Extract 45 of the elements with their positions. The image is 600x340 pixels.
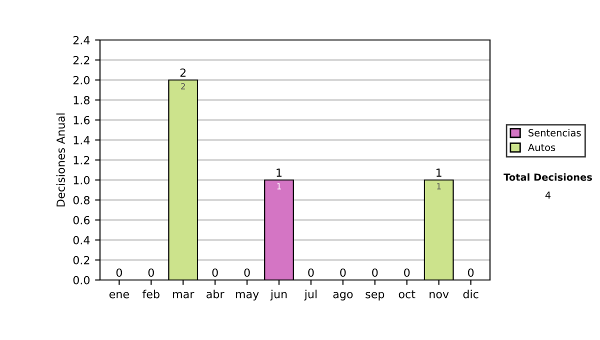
total-label: 0: [116, 268, 122, 277]
text: 4: [545, 192, 551, 199]
x-tick-label: ago: [333, 292, 353, 300]
y-tick-label: 2.0: [73, 76, 90, 84]
x-tick-label: feb: [142, 290, 160, 298]
y-tick-label: 0.6: [73, 216, 90, 224]
data-label: 2: [181, 83, 185, 90]
y-tick-label: 0.4: [73, 236, 90, 244]
y-tick-label: 1.2: [74, 156, 90, 164]
legend-label: Autos: [528, 144, 556, 152]
y-tick-label: 2.4: [73, 36, 90, 44]
x-tick-label: oct: [398, 290, 416, 298]
y-tick-label: 1.4: [74, 136, 90, 144]
total-label: 0: [404, 268, 410, 277]
x-tick-label: may: [236, 292, 259, 300]
legend-label: Sentencias: [528, 128, 581, 136]
y-tick-label: 1.6: [74, 116, 90, 124]
y-tick-label: 1.0: [74, 176, 90, 184]
x-tick-label: jul: [304, 290, 317, 300]
x-tick-label: sep: [366, 292, 384, 300]
total-label: 0: [212, 268, 218, 277]
total-label: 2: [180, 68, 186, 77]
x-tick-label: jun: [270, 290, 287, 300]
total-label: 1: [276, 168, 282, 177]
total-label: 0: [148, 268, 154, 277]
x-tick-label: nov: [430, 292, 449, 298]
x-tick-label: ene: [109, 292, 129, 298]
total-label: 0: [340, 268, 346, 277]
text: Total Decisiones: [504, 173, 592, 181]
x-tick-label: dic: [463, 290, 478, 298]
y-tick-label: 1.8: [74, 96, 90, 104]
y-tick-label: 0.8: [73, 196, 90, 204]
y-tick-label: 0.2: [73, 256, 90, 264]
x-tick-label: abr: [206, 290, 224, 298]
total-label: 1: [436, 168, 442, 177]
total-label: 0: [468, 268, 474, 277]
total-label: 0: [244, 268, 250, 277]
data-label: 1: [277, 183, 281, 190]
total-label: 0: [372, 268, 378, 277]
y-tick-label: 2.2: [73, 56, 90, 64]
total-label: 0: [308, 268, 314, 277]
y-axis-title: Decisiones Anual: [56, 114, 65, 206]
x-tick-label: mar: [173, 292, 194, 298]
y-tick-label: 0.0: [73, 276, 90, 284]
data-label: 1: [437, 183, 441, 190]
